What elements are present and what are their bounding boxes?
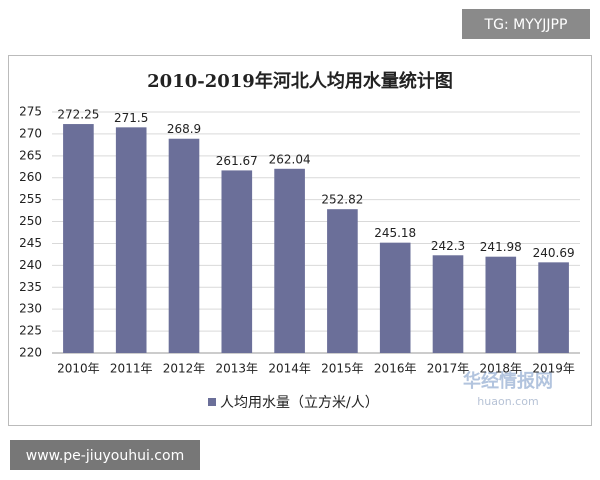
bar (379, 242, 411, 353)
value-label: 262.04 (269, 152, 311, 166)
value-label: 272.25 (57, 108, 99, 122)
chart-title: 2010-2019年河北人均用水量统计图 (147, 70, 453, 92)
watermark: huaon.com (477, 395, 538, 408)
value-label: 241.98 (480, 240, 522, 254)
watermark-box (10, 440, 200, 470)
x-tick-label: 2012年 (163, 362, 206, 376)
value-label: 240.69 (533, 246, 575, 260)
x-tick-label: 2015年 (321, 362, 364, 376)
y-tick-label: 255 (19, 192, 42, 206)
badge-box (462, 9, 590, 39)
y-tick-label: 270 (19, 126, 42, 140)
bar (538, 262, 569, 353)
bar (221, 170, 253, 353)
y-tick-label: 250 (19, 214, 42, 228)
x-tick-label: 2013年 (216, 362, 259, 376)
value-label: 245.18 (374, 226, 416, 240)
bar (63, 124, 94, 353)
y-tick-label: 240 (19, 258, 42, 272)
bar (432, 255, 464, 353)
y-tick-label: 260 (19, 170, 42, 184)
bar (485, 256, 517, 353)
bar (274, 168, 305, 353)
y-tick-label: 265 (19, 148, 42, 162)
value-label: 271.5 (114, 111, 148, 125)
legend-swatch (208, 398, 216, 406)
x-tick-label: 2014年 (268, 362, 311, 376)
legend-label: 人均用水量（立方米/人） (220, 395, 379, 411)
y-tick-label: 245 (19, 236, 42, 250)
badge: TG: MYYJJPP (484, 17, 568, 33)
bar (327, 209, 358, 353)
watermark: 华经情报网 (463, 370, 553, 392)
x-tick-label: 2018年 (480, 362, 523, 376)
x-tick-label: 2019年 (532, 362, 575, 376)
value-label: 268.9 (167, 122, 201, 136)
x-tick-label: 2011年 (110, 362, 153, 376)
y-tick-label: 275 (19, 105, 42, 119)
bar (115, 127, 147, 353)
y-tick-label: 225 (19, 324, 42, 338)
y-tick-label: 230 (19, 302, 42, 316)
x-tick-label: 2010年 (57, 362, 100, 376)
y-tick-label: 235 (19, 280, 42, 294)
bar (168, 138, 200, 353)
watermark: www.pe-jiuyouhui.com (26, 448, 184, 464)
value-label: 261.67 (216, 154, 258, 168)
value-label: 252.82 (321, 193, 363, 207)
x-tick-label: 2017年 (427, 362, 470, 376)
value-label: 242.3 (431, 239, 465, 253)
x-tick-label: 2016年 (374, 362, 417, 376)
y-tick-label: 220 (19, 346, 42, 360)
